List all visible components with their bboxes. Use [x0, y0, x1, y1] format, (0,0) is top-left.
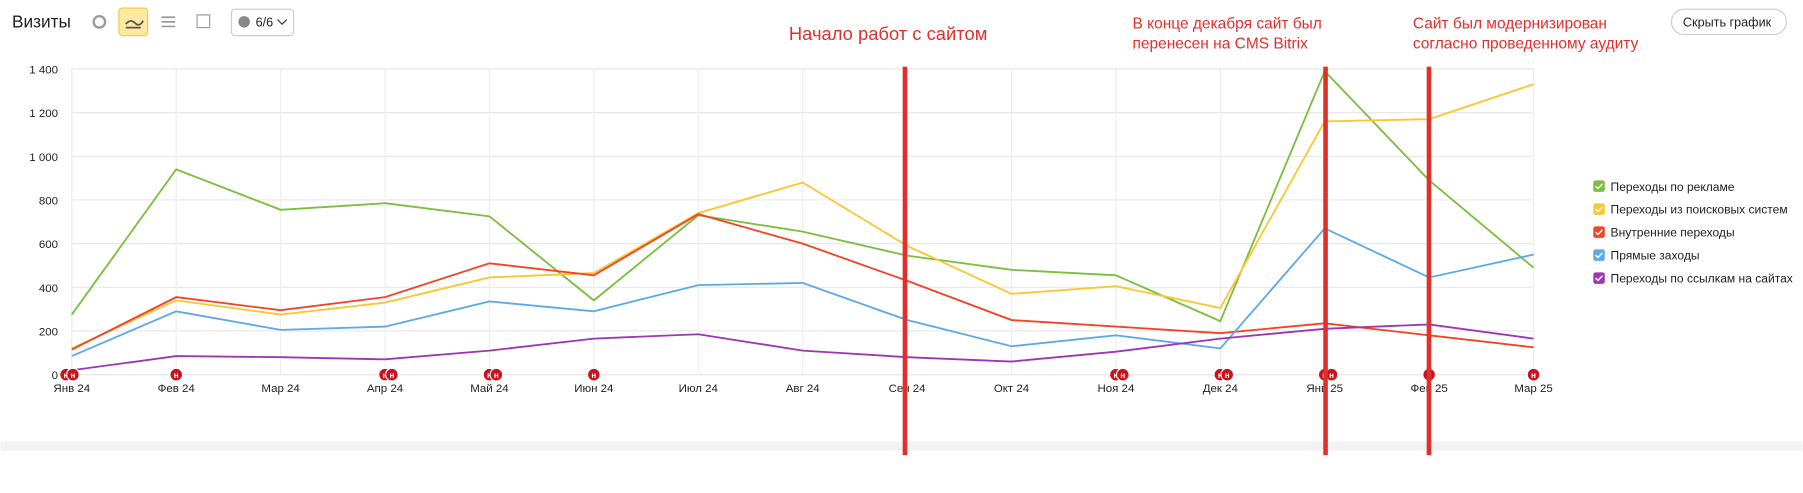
y-tick-label: 0 — [52, 370, 58, 382]
legend-swatch — [1593, 249, 1605, 261]
note-marker-label: н — [1120, 371, 1125, 380]
note-marker-label: н — [71, 371, 76, 380]
note-marker — [1220, 367, 1235, 382]
legend-swatch — [1593, 226, 1605, 238]
legend-label: Переходы по ссылкам на сайтах — [1611, 272, 1793, 286]
y-tick-label: 600 — [39, 239, 58, 251]
note-marker-label: н — [1329, 371, 1334, 380]
annotation-text: Начало работ с сайтом — [789, 23, 987, 44]
y-tick-label: 200 — [39, 327, 58, 339]
pie-icon[interactable] — [92, 14, 107, 29]
note-marker — [66, 367, 80, 382]
legend-label: Переходы из поисковых систем — [1611, 203, 1788, 217]
note-marker-label: н — [494, 371, 499, 380]
series-line — [71, 69, 1535, 323]
note-marker-label: н — [591, 371, 596, 380]
divider — [0, 441, 1803, 451]
legend-label: Внутренние переходы — [1611, 226, 1735, 240]
legend-label: Переходы по рекламе — [1611, 180, 1735, 194]
x-tick-label: Мар 25 — [1514, 383, 1552, 395]
hide-chart-button[interactable] — [1670, 8, 1787, 36]
note-marker-label: н — [1225, 371, 1230, 380]
x-tick-label: Ноя 24 — [1097, 383, 1134, 395]
note-marker — [385, 367, 399, 382]
line-icon-glyph — [125, 20, 144, 29]
bar-icon[interactable] — [196, 14, 211, 29]
area-icon[interactable] — [161, 16, 176, 28]
series-line — [71, 323, 1534, 372]
notes-button[interactable] — [230, 8, 295, 37]
annotation-text: В конце декабря сайт был — [1132, 16, 1321, 33]
legend-check — [1595, 229, 1604, 236]
y-tick-label: 400 — [39, 283, 58, 295]
x-tick-label: Апр 24 — [367, 383, 404, 395]
y-tick-label: 1 200 — [29, 108, 58, 120]
x-tick-label: Июл 24 — [679, 383, 719, 395]
note-marker — [489, 367, 504, 382]
x-tick-label: Авг 24 — [786, 383, 821, 395]
series-line — [71, 213, 1534, 351]
note-marker — [1526, 367, 1541, 382]
series-line — [71, 83, 1534, 350]
chevron — [277, 19, 288, 25]
legend-check — [1595, 183, 1604, 190]
annotation-text: согласно проведенному аудиту — [1413, 35, 1639, 52]
y-tick-label: 1 400 — [29, 65, 58, 77]
x-tick-label: Мар 24 — [261, 383, 300, 395]
page-title: Визиты — [12, 12, 71, 32]
x-tick-label: Фев 24 — [158, 383, 196, 395]
legend-label: Прямые заходы — [1611, 249, 1700, 263]
legend-check — [1595, 206, 1604, 213]
note-marker-label: н — [174, 371, 179, 380]
note-marker — [1115, 367, 1130, 382]
note-marker — [169, 367, 184, 382]
legend-check — [1595, 275, 1604, 282]
legend-swatch — [1593, 272, 1605, 284]
x-tick-label: Янв 24 — [53, 383, 90, 395]
notes-counter: 6/6 — [256, 15, 274, 29]
x-tick-label: Май 24 — [470, 383, 509, 395]
note-marker-label: н — [1531, 371, 1536, 380]
annotation-text: перенесен на CMS Bitrix — [1132, 35, 1308, 52]
x-tick-label: Июн 24 — [574, 383, 614, 395]
x-tick-label: Окт 24 — [994, 383, 1030, 395]
legend-swatch — [1593, 203, 1605, 215]
legend-check — [1595, 252, 1604, 259]
y-tick-label: 1 000 — [29, 152, 58, 164]
hide-chart-label: Скрыть график — [1683, 15, 1772, 29]
y-tick-label: 800 — [39, 196, 58, 208]
notes-icon — [238, 16, 250, 28]
note-marker-label: н — [389, 371, 394, 380]
x-tick-label: Дек 24 — [1203, 383, 1239, 395]
series-line — [71, 227, 1534, 357]
note-marker — [586, 367, 601, 382]
annotation-text: Сайт был модернизирован — [1413, 16, 1607, 33]
x-tick-label: Сен 24 — [889, 383, 927, 395]
legend-swatch — [1593, 180, 1605, 192]
